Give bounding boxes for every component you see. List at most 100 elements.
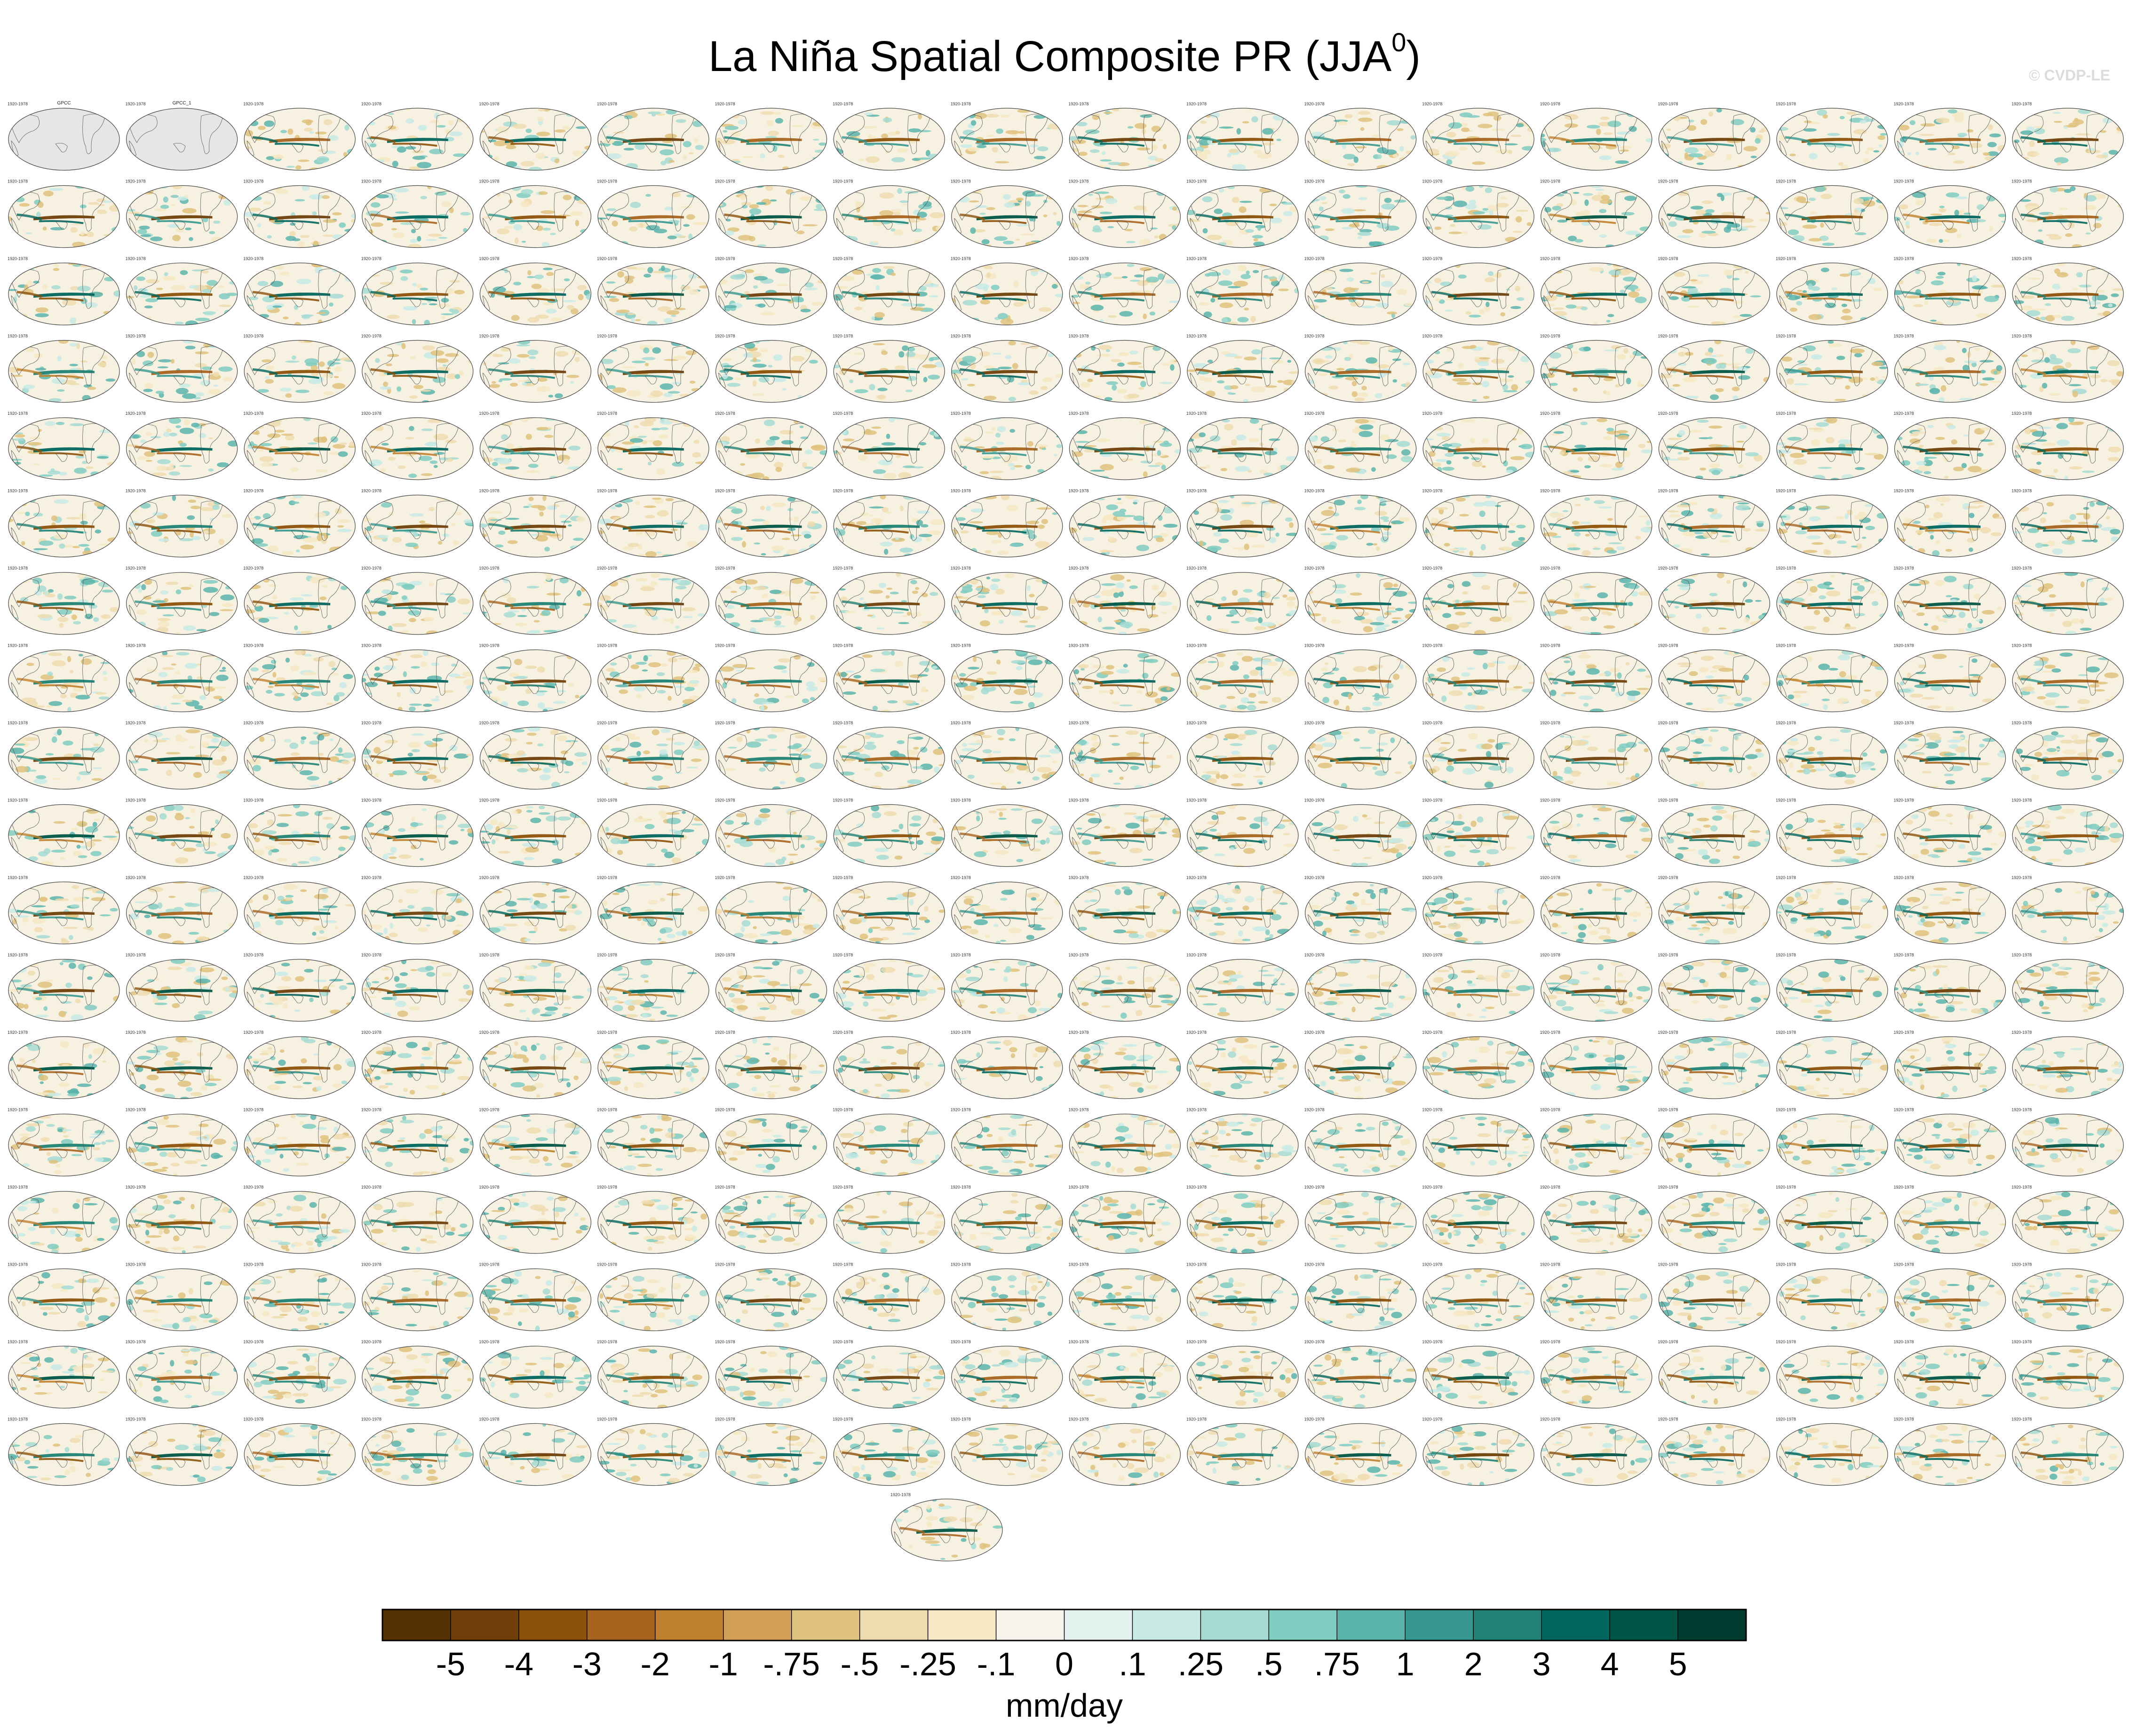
- panel-period-label: 1920-1978: [715, 1262, 735, 1267]
- colorbar-box-13: [1269, 1609, 1337, 1641]
- panel-period-label: 1920-1978: [1894, 179, 1914, 184]
- map-panel: 1920-1978: [243, 1340, 356, 1409]
- panel-period-label: 1920-1978: [479, 1030, 499, 1035]
- map-panel: 1920-1978: [243, 411, 356, 480]
- panel-period-label: 1920-1978: [243, 179, 263, 184]
- map-panel: 1920-1978: [126, 566, 238, 635]
- map-panel: 1920-1978: [1068, 875, 1181, 944]
- map-panel: 1920-1978: [951, 1262, 1063, 1332]
- panel-period-label: 1920-1978: [1776, 875, 1796, 880]
- panel-period-label: 1920-1978: [361, 256, 381, 261]
- map-panel: 1920-1978: [951, 256, 1063, 325]
- map-panel: 1920-1978: [1894, 411, 2006, 480]
- map-panel: 1920-1978: [1068, 643, 1181, 713]
- panel-period-label: 1920-1978: [1186, 489, 1207, 493]
- panel-period-label: 1920-1978: [715, 1030, 735, 1035]
- map-panel: 1920-1978: [715, 721, 827, 790]
- panel-period-label: 1920-1978: [1068, 411, 1088, 416]
- map-panel: 1920-1978: [1186, 1340, 1299, 1409]
- map-panel: 1920-1978: [1186, 953, 1299, 1022]
- panel-period-label: 1920-1978: [1540, 953, 1560, 958]
- map-panel: 1920-1978: [8, 489, 120, 558]
- map-panel: 1920-1978: [1422, 875, 1534, 944]
- panel-period-label: 1920-1978: [2011, 875, 2032, 880]
- panel-period-label: 1920-1978: [833, 721, 853, 725]
- map-panel: 1920-1978: [715, 489, 827, 558]
- panel-period-label: 1920-1978: [361, 953, 381, 958]
- map-panel: 1920-1978: [833, 1108, 945, 1177]
- panel-period-label: 1920-1978: [1422, 875, 1442, 880]
- map-panel: 1920-1978: [1658, 334, 1770, 403]
- panel-period-label: 1920-1978: [243, 798, 263, 803]
- map-panel: 1920-1978: [1186, 1417, 1299, 1486]
- panel-period-label: 1920-1978: [1540, 179, 1560, 184]
- map-panel: 1920-1978: [126, 1108, 238, 1177]
- map-panel: 1920-1978: [1894, 798, 2006, 867]
- map-panel: 1920-1978: [2011, 721, 2124, 790]
- panel-period-label: 1920-1978: [833, 256, 853, 261]
- panel-period-label: 1920-1978: [2011, 489, 2032, 493]
- panel-period-label: 1920-1978: [8, 179, 28, 184]
- map-panel: 1920-1978: [715, 1340, 827, 1409]
- map-panel: 1920-1978: [951, 1185, 1063, 1254]
- map-panel: 1920-1978: [361, 411, 474, 480]
- map-panel: 1920-1978: [833, 1417, 945, 1486]
- panel-period-label: 1920-1978: [1186, 1340, 1207, 1344]
- map-panel: 1920-1978: [951, 1030, 1063, 1099]
- panel-period-label: 1920-1978: [2011, 566, 2032, 571]
- map-panel: 1920-1978: [1894, 102, 2006, 171]
- panel-period-label: 1920-1978: [833, 875, 853, 880]
- panel-period-label: 1920-1978: [1776, 102, 1796, 106]
- map-panel: 1920-1978: [8, 798, 120, 867]
- panel-period-label: 1920-1978: [1894, 256, 1914, 261]
- panel-period-label: 1920-1978: [2011, 798, 2032, 803]
- panel-period-label: 1920-1978: [1304, 721, 1325, 725]
- panel-period-label: 1920-1978: [1776, 1340, 1796, 1344]
- map-panel: 1920-1978: [1540, 1340, 1652, 1409]
- panel-period-label: 1920-1978: [1186, 798, 1207, 803]
- panel-period-label: 1920-1978: [1658, 1417, 1678, 1422]
- panel-period-label: 1920-1978: [243, 334, 263, 339]
- panel-period-label: 1920-1978: [1894, 1340, 1914, 1344]
- panel-period-label: 1920-1978: [715, 102, 735, 106]
- colorbar-box-9: [996, 1609, 1064, 1641]
- colorbar-box-12: [1200, 1609, 1269, 1641]
- map-panel: 1920-1978: [1540, 721, 1652, 790]
- map-panel: 1920-1978: [479, 489, 592, 558]
- map-panel: 1920-1978: [2011, 1417, 2124, 1486]
- title-close-paren: ): [1406, 32, 1421, 80]
- map-panel: 1920-1978: [126, 489, 238, 558]
- map-panel: 1920-1978: [833, 875, 945, 944]
- map-panel: 1920-1978: [1776, 256, 1888, 325]
- map-panel: 1920-1978: [8, 875, 120, 944]
- panel-title: GPCC: [57, 101, 71, 106]
- map-panel: 1920-1978: [1304, 875, 1417, 944]
- panel-period-label: 1920-1978: [361, 1185, 381, 1189]
- panel-period-label: 1920-1978: [1776, 798, 1796, 803]
- panel-period-label: 1920-1978: [2011, 721, 2032, 725]
- panel-period-label: 1920-1978: [1894, 334, 1914, 339]
- map-panel: 1920-1978: [597, 566, 709, 635]
- colorbar-outline: [381, 1609, 1747, 1641]
- colorbar-tick-label: 2: [1464, 1646, 1483, 1682]
- map-panel: 1920-1978: [243, 334, 356, 403]
- map-panel: 1920-1978: [243, 179, 356, 248]
- panel-period-label: 1920-1978: [833, 489, 853, 493]
- map-panel: 1920-1978: [597, 1417, 709, 1486]
- map-panel: 1920-1978: [1540, 411, 1652, 480]
- panel-period-label: 1920-1978: [1068, 102, 1088, 106]
- map-panel: 1920-1978: [1304, 179, 1417, 248]
- map-panel: 1920-1978: [1422, 566, 1534, 635]
- panel-period-label: 1920-1978: [1894, 411, 1914, 416]
- panel-period-label: 1920-1978: [715, 1417, 735, 1422]
- map-panel: 1920-1978: [243, 1262, 356, 1332]
- map-panel: 1920-1978: [126, 953, 238, 1022]
- panel-period-label: 1920-1978: [1540, 1185, 1560, 1189]
- panel-period-label: 1920-1978: [1068, 875, 1088, 880]
- map-panel: 1920-1978: [361, 256, 474, 325]
- map-panel: 1920-1978: [597, 1262, 709, 1332]
- panel-period-label: 1920-1978: [126, 1108, 146, 1112]
- panel-period-label: 1920-1978: [1186, 179, 1207, 184]
- map-panel: 1920-1978: [1304, 1108, 1417, 1177]
- observation-map-panel: 1920-1978 GPCC_1: [126, 101, 238, 171]
